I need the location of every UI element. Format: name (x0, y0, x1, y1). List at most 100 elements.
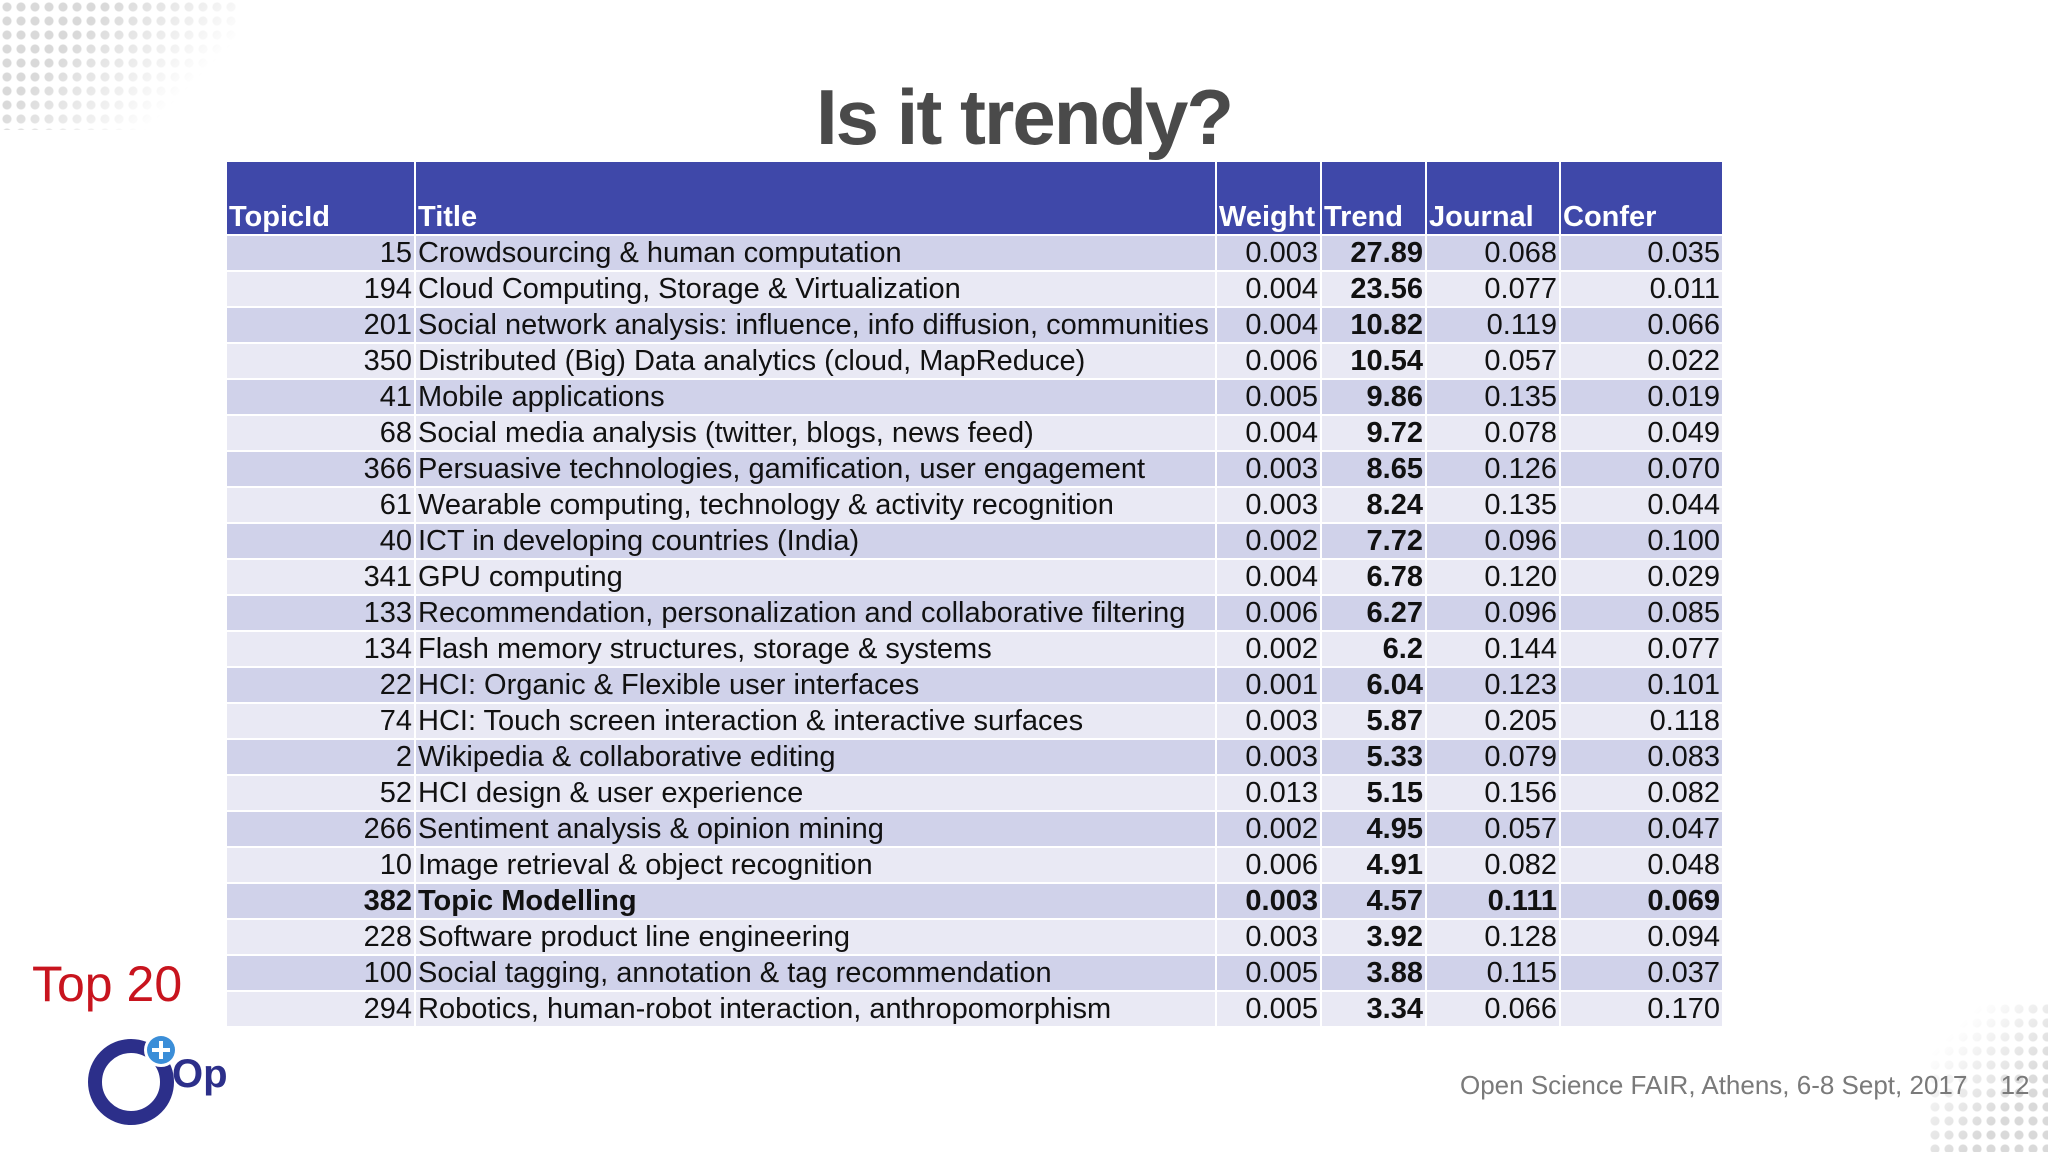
cell-title: Wikipedia & collaborative editing (414, 738, 1217, 776)
cell-confer: 0.101 (1559, 666, 1724, 704)
table-row: 41 Mobile applications 0.005 9.86 0.135 0.019 (225, 378, 1724, 416)
cell-trend: 7.72 (1320, 522, 1427, 560)
cell-weight: 0.004 (1215, 558, 1322, 596)
cell-weight: 0.003 (1215, 486, 1322, 524)
cell-topic-id: 341 (225, 558, 416, 596)
table-row: 341 GPU computing 0.004 6.78 0.120 0.029 (225, 558, 1724, 596)
cell-title: Social tagging, annotation & tag recomme… (414, 954, 1217, 992)
cell-title: Sentiment analysis & opinion mining (414, 810, 1217, 848)
decorative-dots-bottom-right (1928, 1002, 2048, 1152)
cell-weight: 0.003 (1215, 234, 1322, 272)
cell-journal: 0.079 (1425, 738, 1561, 776)
cell-weight: 0.002 (1215, 522, 1322, 560)
table-row: 133 Recommendation, personalization and c… (225, 594, 1724, 632)
cell-journal: 0.077 (1425, 270, 1561, 308)
cell-journal: 0.111 (1425, 882, 1561, 920)
cell-title: Image retrieval & object recognition (414, 846, 1217, 884)
cell-topic-id: 266 (225, 810, 416, 848)
cell-trend: 27.89 (1320, 234, 1427, 272)
cell-confer: 0.049 (1559, 414, 1724, 452)
top-20-label: Top 20 (32, 956, 183, 1012)
cell-title: Persuasive technologies, gamification, u… (414, 450, 1217, 488)
cell-title: Social media analysis (twitter, blogs, n… (414, 414, 1217, 452)
cell-title: Wearable computing, technology & activit… (414, 486, 1217, 524)
table-row: 61 Wearable computing, technology & activ… (225, 486, 1724, 524)
cell-topic-id: 134 (225, 630, 416, 668)
cell-trend: 9.72 (1320, 414, 1427, 452)
cell-weight: 0.002 (1215, 810, 1322, 848)
table-row: 22 HCI: Organic & Flexible user interface… (225, 666, 1724, 704)
cell-title: ICT in developing countries (India) (414, 522, 1217, 560)
header-confer: Confer (1559, 160, 1724, 236)
cell-journal: 0.115 (1425, 954, 1561, 992)
cell-weight: 0.005 (1215, 378, 1322, 416)
slide-title: Is it trendy? (815, 73, 1234, 161)
cell-weight: 0.001 (1215, 666, 1322, 704)
cell-confer: 0.100 (1559, 522, 1724, 560)
cell-weight: 0.006 (1215, 594, 1322, 632)
cell-topic-id: 194 (225, 270, 416, 308)
cell-weight: 0.013 (1215, 774, 1322, 812)
cell-confer: 0.066 (1559, 306, 1724, 344)
cell-trend: 5.15 (1320, 774, 1427, 812)
cell-journal: 0.078 (1425, 414, 1561, 452)
table-row: 134 Flash memory structures, storage & sy… (225, 630, 1724, 668)
cell-title: Flash memory structures, storage & syste… (414, 630, 1217, 668)
cell-trend: 5.87 (1320, 702, 1427, 740)
cell-topic-id: 228 (225, 918, 416, 956)
cell-journal: 0.066 (1425, 990, 1561, 1028)
cell-confer: 0.019 (1559, 378, 1724, 416)
cell-journal: 0.057 (1425, 810, 1561, 848)
table-row: 68 Social media analysis (twitter, blogs,… (225, 414, 1724, 452)
cell-weight: 0.003 (1215, 882, 1322, 920)
cell-weight: 0.003 (1215, 702, 1322, 740)
table-row: 100 Social tagging, annotation & tag reco… (225, 954, 1724, 992)
cell-title: GPU computing (414, 558, 1217, 596)
cell-trend: 6.27 (1320, 594, 1427, 632)
cell-topic-id: 382 (225, 882, 416, 920)
cell-confer: 0.035 (1559, 234, 1724, 272)
table-row: 366 Persuasive technologies, gamification… (225, 450, 1724, 488)
decorative-dots-top-left (0, 0, 240, 130)
cell-confer: 0.070 (1559, 450, 1724, 488)
table-row: 194 Cloud Computing, Storage & Virtualiza… (225, 270, 1724, 308)
cell-trend: 10.54 (1320, 342, 1427, 380)
cell-weight: 0.003 (1215, 450, 1322, 488)
cell-trend: 9.86 (1320, 378, 1427, 416)
cell-confer: 0.094 (1559, 918, 1724, 956)
cell-topic-id: 2 (225, 738, 416, 776)
header-journal: Journal (1425, 160, 1561, 236)
cell-confer: 0.048 (1559, 846, 1724, 884)
cell-topic-id: 366 (225, 450, 416, 488)
header-trend: Trend (1320, 160, 1427, 236)
cell-trend: 3.88 (1320, 954, 1427, 992)
cell-confer: 0.083 (1559, 738, 1724, 776)
cell-weight: 0.004 (1215, 414, 1322, 452)
cell-topic-id: 68 (225, 414, 416, 452)
cell-weight: 0.005 (1215, 990, 1322, 1028)
cell-trend: 3.34 (1320, 990, 1427, 1028)
cell-confer: 0.044 (1559, 486, 1724, 524)
table-row-highlighted: 382 Topic Modelling 0.003 4.57 0.111 0.069 (225, 882, 1724, 920)
footer-text: Open Science FAIR, Athens, 6-8 Sept, 201… (1460, 1070, 1968, 1100)
table-row: 201 Social network analysis: influence, i… (225, 306, 1724, 344)
cell-topic-id: 350 (225, 342, 416, 380)
cell-journal: 0.096 (1425, 594, 1561, 632)
cell-trend: 6.78 (1320, 558, 1427, 596)
cell-journal: 0.123 (1425, 666, 1561, 704)
cell-confer: 0.069 (1559, 882, 1724, 920)
cell-weight: 0.004 (1215, 306, 1322, 344)
openaire-logo-icon (86, 1032, 226, 1132)
cell-weight: 0.003 (1215, 738, 1322, 776)
cell-weight: 0.005 (1215, 954, 1322, 992)
table-row: 266 Sentiment analysis & opinion mining 0.… (225, 810, 1724, 848)
cell-title: Robotics, human-robot interaction, anthr… (414, 990, 1217, 1028)
header-title: Title (414, 160, 1217, 236)
table-row: 74 HCI: Touch screen interaction & intera… (225, 702, 1724, 740)
cell-confer: 0.077 (1559, 630, 1724, 668)
cell-title: HCI: Touch screen interaction & interact… (414, 702, 1217, 740)
cell-trend: 4.91 (1320, 846, 1427, 884)
footer: Open Science FAIR, Athens, 6-8 Sept, 201… (1460, 1070, 2029, 1101)
cell-confer: 0.011 (1559, 270, 1724, 308)
table-row: 2 Wikipedia & collaborative editing 0.003 5… (225, 738, 1724, 776)
